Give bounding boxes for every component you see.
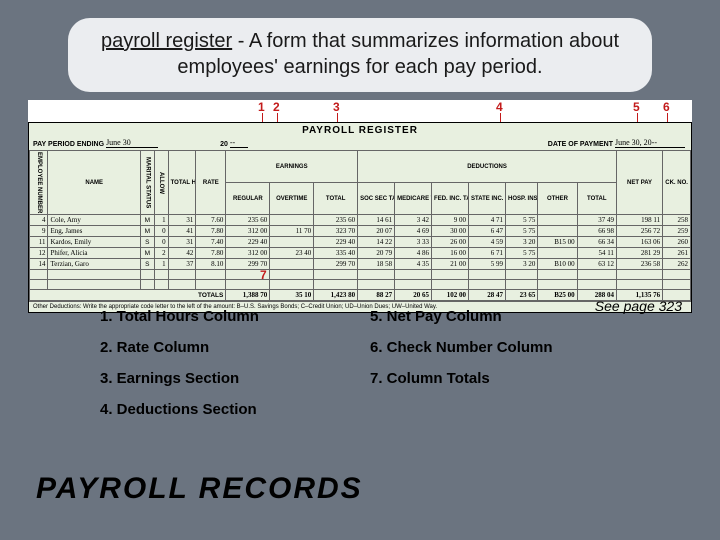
table-row: 12Phifer, AliciaM2427.80312 0023 40335 4… bbox=[30, 248, 691, 259]
definition-rest: - A form that summarizes information abo… bbox=[177, 30, 619, 78]
date-payment-label: DATE OF PAYMENT bbox=[548, 141, 613, 148]
definition-term: payroll register bbox=[101, 30, 232, 52]
year-value: -- bbox=[230, 138, 248, 148]
date-payment-value: June 30, 20-- bbox=[615, 138, 685, 148]
register-title: PAYROLL REGISTER bbox=[29, 123, 691, 138]
legend-item bbox=[370, 401, 640, 418]
callout-6: 6 bbox=[663, 100, 670, 114]
legend-item: 5. Net Pay Column bbox=[370, 308, 640, 325]
pay-period-label: PAY PERIOD ENDING bbox=[33, 141, 104, 148]
callout-5: 5 bbox=[633, 100, 640, 114]
callout-4: 4 bbox=[496, 100, 503, 114]
year-prefix: 20 bbox=[220, 141, 228, 148]
callout-3: 3 bbox=[333, 100, 340, 114]
legend: 1. Total Hours Column5. Net Pay Column2.… bbox=[100, 308, 660, 432]
table-row bbox=[30, 270, 691, 280]
legend-item: 4. Deductions Section bbox=[100, 401, 370, 418]
callouts-top: 12 3 4 5 6 bbox=[28, 100, 692, 122]
legend-item: 7. Column Totals bbox=[370, 370, 640, 387]
legend-item: 1. Total Hours Column bbox=[100, 308, 370, 325]
legend-item: 6. Check Number Column bbox=[370, 339, 640, 356]
footer-title: PAYROLL RECORDS bbox=[36, 472, 363, 506]
table-row: 11Kardos, EmilyS0317.40229 40229 4014 22… bbox=[30, 237, 691, 248]
pay-period-value: June 30 bbox=[106, 138, 158, 148]
callout-2: 2 bbox=[273, 100, 280, 114]
legend-item: 3. Earnings Section bbox=[100, 370, 370, 387]
register-table: EMPLOYEE NUMBERNAMEMARITAL STATUSALLOWTO… bbox=[29, 150, 691, 301]
register-area: 12 3 4 5 6 PAYROLL REGISTER PAY PERIOD ENDIN… bbox=[28, 100, 692, 313]
table-row: 4Cole, AmyM1317.60235 60235 6014 613 429… bbox=[30, 215, 691, 226]
table-row: 9Eng, JamesM0417.80312 0011 70323 7020 0… bbox=[30, 226, 691, 237]
legend-item: 2. Rate Column bbox=[100, 339, 370, 356]
definition-box: payroll register - A form that summarize… bbox=[68, 18, 652, 92]
table-row bbox=[30, 280, 691, 290]
payroll-register: PAYROLL REGISTER PAY PERIOD ENDING June … bbox=[28, 122, 692, 313]
callout-bottom: 7 bbox=[260, 268, 267, 282]
table-row: 14Terzian, GaroS1378.10299 70299 7018 58… bbox=[30, 259, 691, 270]
callout-1: 1 bbox=[258, 100, 265, 114]
totals-row: TOTALS1,388 7035 101,423 8088 2720 65102… bbox=[30, 290, 691, 301]
register-header-row: PAY PERIOD ENDING June 30 20 -- DATE OF … bbox=[29, 138, 691, 150]
